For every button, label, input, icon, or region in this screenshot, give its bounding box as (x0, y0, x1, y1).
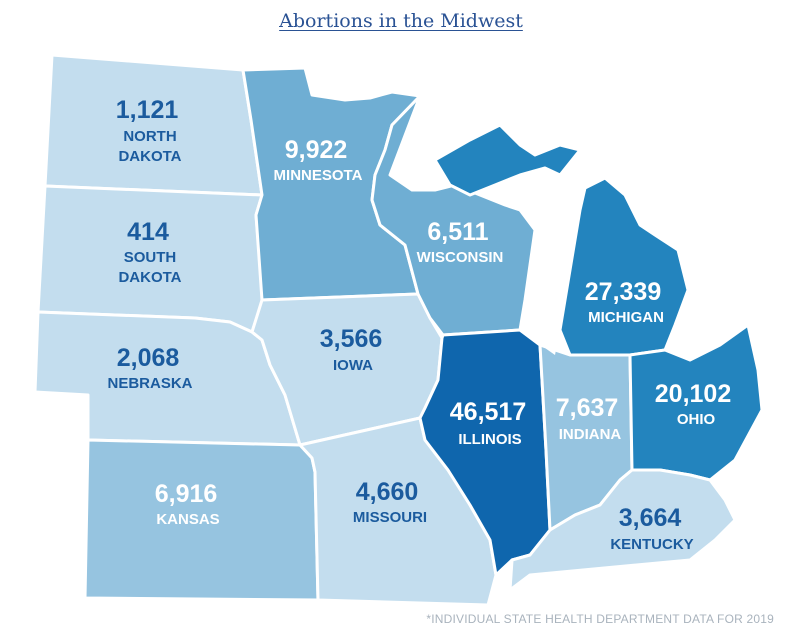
value-indiana: 7,637 (556, 394, 619, 422)
value-wisconsin: 6,511 (427, 218, 488, 246)
name-iowa: IOWA (333, 357, 373, 374)
value-nebraska: 2,068 (117, 344, 180, 372)
value-missouri: 4,660 (356, 478, 419, 506)
label-illinois: 46,517 ILLINOIS (450, 398, 526, 448)
label-indiana: 7,637 INDIANA (556, 394, 622, 443)
name-kentucky: KENTUCKY (610, 536, 693, 553)
state-wisconsin[interactable] (370, 94, 537, 337)
lake-michigan (530, 180, 585, 355)
name-ohio: OHIO (677, 411, 716, 428)
label-michigan: 27,339 MICHIGAN (585, 278, 664, 326)
label-wisconsin: 6,511 WISCONSIN (417, 218, 504, 266)
name-nebraska: NEBRASKA (107, 375, 192, 392)
label-south-dakota: 414 SOUTH DAKOTA (118, 218, 181, 286)
state-kentucky[interactable] (508, 468, 737, 592)
name-michigan: MICHIGAN (588, 309, 664, 326)
label-nebraska: 2,068 NEBRASKA (107, 344, 192, 392)
name-minnesota: MINNESOTA (274, 167, 363, 184)
name-missouri: MISSOURI (353, 509, 427, 526)
value-ohio: 20,102 (655, 380, 731, 408)
label-north-dakota: 1,121 NORTH DAKOTA (116, 96, 182, 165)
name-kansas: KANSAS (156, 511, 219, 528)
value-south-dakota: 414 (127, 218, 169, 246)
label-ohio: 20,102 OHIO (655, 380, 731, 428)
name-south-dakota-2: DAKOTA (118, 269, 181, 286)
state-michigan-upper[interactable] (433, 123, 582, 197)
value-kansas: 6,916 (155, 480, 218, 508)
name-south-dakota-1: SOUTH (124, 249, 177, 266)
name-indiana: INDIANA (559, 426, 622, 443)
label-kansas: 6,916 KANSAS (155, 480, 220, 528)
data-source-footnote: *INDIVIDUAL STATE HEALTH DEPARTMENT DATA… (426, 612, 774, 626)
label-minnesota: 9,922 MINNESOTA (274, 136, 363, 184)
state-north-dakota[interactable] (43, 53, 264, 197)
value-illinois: 46,517 (450, 398, 526, 426)
value-michigan: 27,339 (585, 278, 661, 306)
name-north-dakota-1: NORTH (123, 128, 176, 145)
label-iowa: 3,566 IOWA (320, 325, 383, 374)
name-wisconsin: WISCONSIN (417, 249, 504, 266)
label-kentucky: 3,664 KENTUCKY (610, 504, 693, 553)
name-north-dakota-2: DAKOTA (118, 148, 181, 165)
value-north-dakota: 1,121 (116, 96, 179, 124)
value-kentucky: 3,664 (619, 504, 682, 532)
map-title: Abortions in the Midwest (279, 10, 523, 32)
name-illinois: ILLINOIS (458, 431, 521, 448)
value-minnesota: 9,922 (285, 136, 348, 164)
value-iowa: 3,566 (320, 325, 383, 353)
label-missouri: 4,660 MISSOURI (353, 478, 427, 526)
